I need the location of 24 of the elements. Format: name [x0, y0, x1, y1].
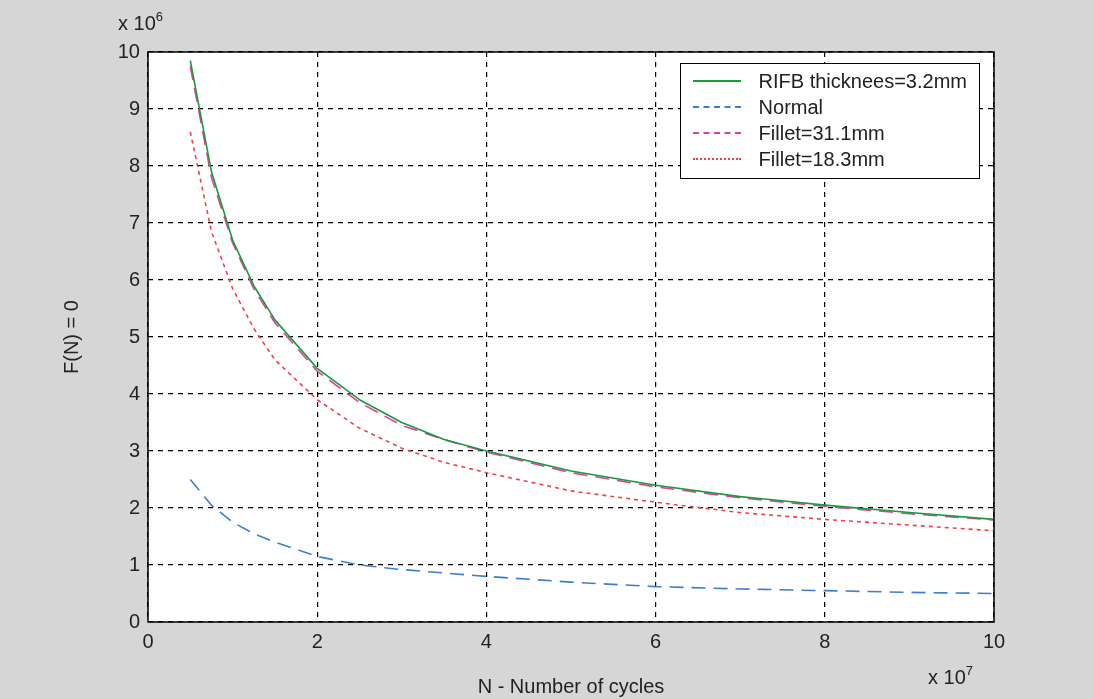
legend-label: RIFB thicknees=3.2mm [758, 69, 967, 93]
y-tick-label: 5 [128, 324, 140, 347]
y-tick-label: 10 [117, 39, 140, 62]
legend-label: Fillet=18.3mm [758, 147, 885, 171]
x-tick-label: 8 [819, 629, 831, 652]
y-tick-label: 6 [128, 267, 140, 290]
y-tick-label: 2 [128, 495, 140, 518]
legend-label: Normal [758, 95, 824, 119]
y-tick-label: 8 [128, 153, 140, 176]
legend-label: Fillet=31.1mm [758, 121, 885, 145]
y-axis-title: F(N) = 0 [59, 300, 82, 374]
x-tick-label: 2 [311, 629, 323, 652]
y-tick-label: 0 [128, 609, 140, 632]
x-axis-title: N - Number of cycles [477, 674, 665, 697]
x-tick-label: 10 [982, 629, 1006, 652]
x-tick-label: 0 [142, 629, 154, 652]
y-tick-label: 1 [128, 552, 140, 575]
line-series [189, 478, 994, 595]
x-tick-label: 6 [650, 629, 662, 652]
y-tick-label: 4 [128, 381, 140, 404]
y-tick-label: 7 [128, 210, 140, 233]
x-tick-label: 4 [480, 629, 492, 652]
y-tick-label: 3 [128, 438, 140, 461]
y-tick-label: 9 [128, 96, 140, 119]
